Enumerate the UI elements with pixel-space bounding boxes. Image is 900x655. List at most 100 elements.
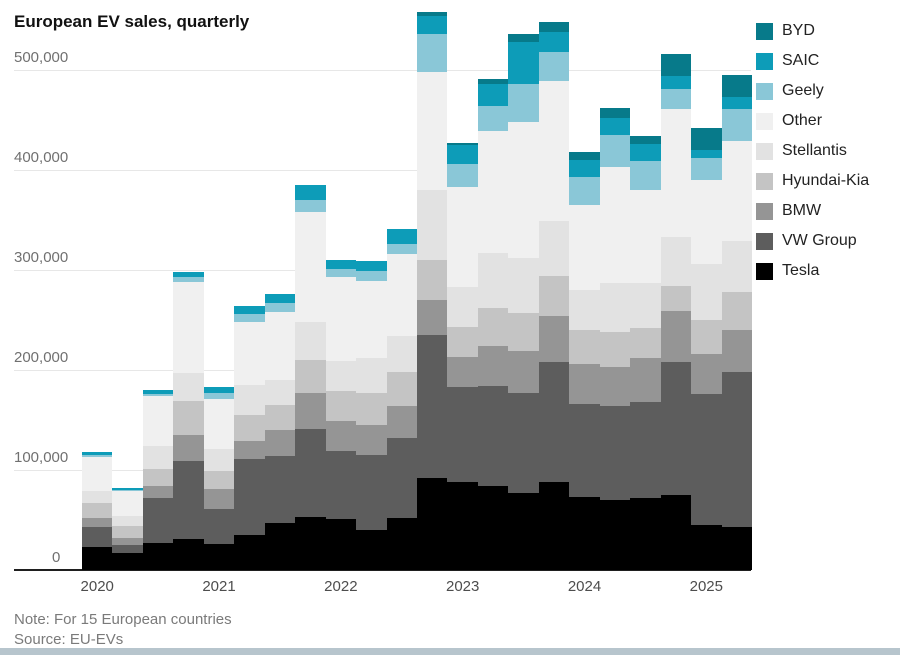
bar-segment-tesla	[477, 486, 509, 570]
bar-segment-bmw	[173, 435, 204, 461]
bar-segment-geely	[173, 277, 204, 282]
bar-segment-geely	[295, 200, 326, 212]
legend-item-vw-group: VW Group	[756, 226, 869, 256]
bar-segment-geely	[264, 303, 296, 312]
bar-segment-geely	[112, 490, 143, 491]
bar-segment-tesla	[447, 482, 478, 570]
bar-segment-bmw	[447, 357, 478, 387]
bar-segment-saic	[630, 144, 661, 161]
bar-segment-other	[356, 281, 387, 358]
bar-segment-hyundai-kia	[234, 415, 265, 441]
bar-segment-saic	[721, 97, 752, 109]
bar-segment-hyundai-kia	[630, 328, 661, 358]
chart-title: European EV sales, quarterly	[14, 12, 250, 31]
bar-segment-tesla	[295, 517, 326, 570]
bar-segment-stellantis	[721, 241, 752, 292]
bar-segment-tesla	[660, 495, 692, 570]
bar-segment-hyundai-kia	[691, 320, 722, 354]
bar-segment-other	[295, 212, 326, 322]
bar-segment-vw-group	[112, 545, 143, 553]
bar-segment-tesla	[356, 530, 387, 570]
bar-segment-other	[660, 109, 692, 237]
bar-segment-hyundai-kia	[599, 332, 631, 367]
legend-label: SAIC	[782, 52, 820, 69]
bar-segment-hyundai-kia	[386, 372, 417, 406]
bar-segment-stellantis	[508, 258, 539, 313]
bar-segment-other	[538, 81, 570, 221]
bar-segment-other	[264, 312, 296, 380]
legend-item-bmw: BMW	[756, 196, 869, 226]
bar-segment-stellantis	[569, 290, 600, 330]
bars-layer	[82, 0, 752, 570]
bar-segment-vw-group	[569, 404, 600, 497]
bar-segment-stellantis	[599, 283, 631, 332]
y-tick-label: 0	[52, 549, 61, 566]
bar-segment-saic	[599, 118, 631, 135]
bar-segment-vw-group	[660, 362, 692, 495]
bar-segment-stellantis	[417, 190, 448, 260]
bar-segment-stellantis	[630, 283, 661, 328]
bar-segment-tesla	[142, 543, 174, 570]
bar-segment-saic	[264, 294, 296, 303]
bar-segment-vw-group	[82, 527, 113, 547]
legend-item-geely: Geely	[756, 76, 869, 106]
bar-segment-tesla	[569, 497, 600, 570]
bar-segment-other	[82, 457, 113, 491]
bar-segment-vw-group	[356, 455, 387, 530]
bar-segment-stellantis	[660, 237, 692, 286]
legend-item-hyundai-kia: Hyundai-Kia	[756, 166, 869, 196]
bar-segment-hyundai-kia	[569, 330, 600, 364]
bar-segment-saic	[325, 260, 357, 269]
bar-segment-stellantis	[82, 491, 113, 503]
bar-segment-saic	[82, 452, 113, 455]
bar-segment-hyundai-kia	[660, 286, 692, 311]
bar-segment-saic	[295, 185, 326, 200]
bar-segment-byd	[538, 22, 570, 32]
bar-segment-byd	[417, 12, 448, 16]
bar-segment-other	[721, 141, 752, 241]
bar-segment-saic	[417, 16, 448, 34]
bar-segment-saic	[173, 272, 204, 277]
bar-segment-tesla	[721, 527, 752, 570]
bar-segment-saic	[660, 76, 692, 89]
bar-segment-vw-group	[508, 393, 539, 493]
y-tick-label: 500,000	[14, 49, 69, 66]
bar-segment-other	[477, 131, 509, 253]
y-tick-label: 100,000	[14, 449, 69, 466]
legend-label: Hyundai-Kia	[782, 172, 870, 189]
bar-segment-saic	[142, 390, 174, 394]
bar-segment-hyundai-kia	[477, 308, 509, 346]
bar-segment-geely	[234, 314, 265, 322]
bar-segment-vw-group	[721, 372, 752, 527]
bar-segment-other	[417, 72, 448, 190]
legend-swatch-icon	[756, 202, 773, 220]
bar-segment-vw-group	[295, 429, 326, 517]
bar-segment-geely	[630, 161, 661, 190]
bar-segment-byd	[599, 108, 631, 118]
bar-segment-hyundai-kia	[82, 503, 113, 518]
legend-item-other: Other	[756, 106, 869, 136]
bar-segment-saic	[447, 145, 478, 164]
bar-segment-byd	[447, 143, 478, 145]
bar-segment-bmw	[417, 300, 448, 335]
bar-segment-bmw	[691, 354, 722, 394]
chart-source: Source: EU-EVs	[14, 631, 124, 648]
bar-segment-tesla	[112, 553, 143, 570]
legend-item-byd: BYD	[756, 16, 869, 46]
legend-swatch-icon	[756, 52, 773, 70]
bar-segment-tesla	[386, 518, 417, 570]
bar-segment-tesla	[599, 500, 631, 570]
bar-segment-hyundai-kia	[173, 401, 204, 435]
legend: BYD SAIC Geely Other Stellantis Hyundai-Kia BM…	[756, 16, 869, 286]
bar-segment-vw-group	[599, 406, 631, 500]
bar-segment-geely	[508, 84, 539, 122]
bar-segment-stellantis	[234, 385, 265, 415]
bar-segment-hyundai-kia	[417, 260, 448, 300]
bar-segment-other	[447, 187, 478, 287]
x-tick-label-2024: 2024	[567, 578, 602, 595]
bar-segment-bmw	[569, 364, 600, 404]
bar-segment-byd	[721, 75, 752, 97]
bar-segment-vw-group	[477, 386, 509, 486]
legend-item-saic: SAIC	[756, 46, 869, 76]
y-tick-label: 400,000	[14, 149, 69, 166]
